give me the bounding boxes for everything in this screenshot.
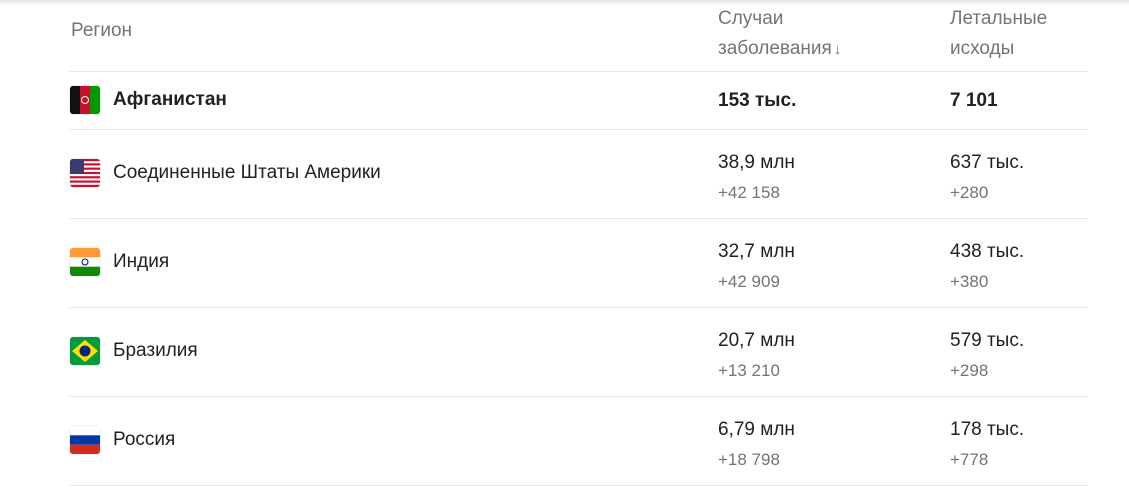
stats-table: Регион Случаи заболевания ↓ Летальные исход… [69, 0, 1088, 486]
column-header-deaths[interactable]: Летальные исходы [950, 8, 1048, 59]
india-flag-icon [70, 248, 100, 276]
usa-flag-icon [70, 159, 100, 187]
top-shadow [0, 0, 1129, 6]
afghanistan-flag-icon [70, 86, 100, 114]
table-row[interactable]: Индия 32,7 млн +42 909 438 тыс. +380 [69, 219, 1088, 308]
brazil-flag-icon [70, 337, 100, 365]
table-row[interactable]: Бразилия 20,7 млн +13 210 579 тыс. +298 [69, 308, 1088, 397]
russia-flag-icon [70, 426, 100, 454]
table-header: Регион Случаи заболевания ↓ Летальные исход… [69, 0, 1088, 72]
table-row[interactable]: Россия 6,79 млн +18 798 178 тыс. +778 [69, 397, 1088, 486]
column-header-cases[interactable]: Случаи заболевания ↓ [718, 8, 842, 59]
table-row[interactable]: Соединенные Штаты Америки 38,9 млн +42 15… [69, 130, 1088, 219]
arrow-down-icon: ↓ [833, 41, 842, 58]
column-header-region[interactable]: Регион [71, 20, 133, 41]
table-row[interactable]: Афганистан 153 тыс. 7 101 [69, 72, 1088, 130]
